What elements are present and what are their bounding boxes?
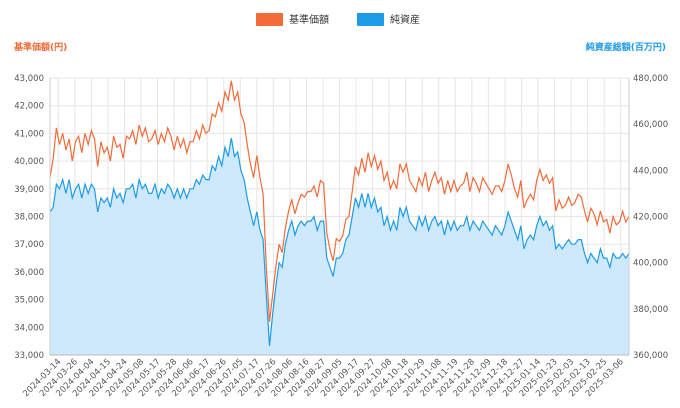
right-tick-label: 440,000 bbox=[633, 166, 668, 176]
legend-label-assets[interactable]: 純資産 bbox=[390, 13, 420, 26]
nav-line bbox=[49, 80, 630, 322]
left-tick-label: 39,000 bbox=[14, 185, 44, 195]
left-axis-title: 基準価額(円) bbox=[13, 41, 67, 53]
left-tick-label: 41,000 bbox=[14, 129, 44, 139]
left-tick-label: 35,000 bbox=[14, 296, 44, 306]
legend[interactable]: 基準価額 純資産 bbox=[256, 13, 420, 26]
left-tick-label: 33,000 bbox=[14, 351, 44, 361]
left-tick-label: 34,000 bbox=[14, 323, 44, 333]
left-tick-label: 36,000 bbox=[14, 268, 44, 278]
right-tick-label: 420,000 bbox=[633, 213, 668, 223]
right-tick-label: 460,000 bbox=[633, 120, 668, 130]
right-tick-label: 360,000 bbox=[633, 351, 668, 361]
assets-area bbox=[50, 138, 629, 355]
right-tick-label: 400,000 bbox=[633, 259, 668, 269]
left-tick-label: 40,000 bbox=[14, 157, 44, 167]
left-axis: 43,000 42,000 41,000 40,000 39,000 38,000 37,0… bbox=[14, 74, 44, 361]
left-tick-label: 43,000 bbox=[14, 74, 44, 84]
plot-area bbox=[49, 78, 630, 356]
right-tick-label: 480,000 bbox=[633, 74, 668, 84]
legend-label-nav[interactable]: 基準価額 bbox=[289, 13, 329, 26]
left-tick-label: 38,000 bbox=[14, 213, 44, 223]
right-tick-label: 380,000 bbox=[633, 305, 668, 315]
legend-swatch-assets[interactable] bbox=[357, 13, 384, 26]
legend-swatch-nav[interactable] bbox=[256, 13, 283, 26]
assets-line bbox=[49, 137, 630, 346]
right-axis: 480,000 460,000 440,000 420,000 400,000 380,0… bbox=[633, 74, 668, 361]
left-tick-label: 37,000 bbox=[14, 240, 44, 250]
left-tick-label: 42,000 bbox=[14, 102, 44, 112]
x-axis: 2024-03-142024-03-262024-04-042024-04-15… bbox=[21, 357, 625, 399]
right-axis-title: 純資産総額(百万円) bbox=[586, 41, 666, 53]
